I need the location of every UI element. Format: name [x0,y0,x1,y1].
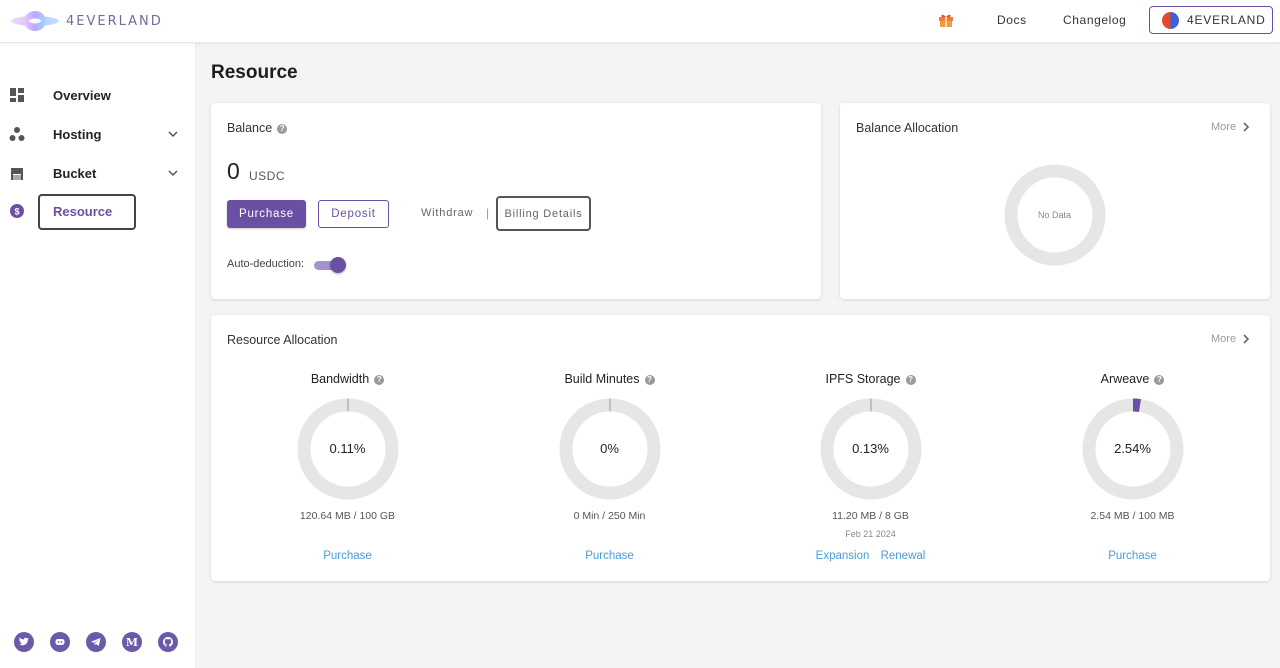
resource-name: Build Minutes [564,372,640,386]
purchase-link[interactable]: Purchase [323,550,372,562]
sidebar-item-bucket[interactable]: Bucket [0,157,196,189]
usage-donut [297,398,399,500]
help-icon[interactable]: ? [905,374,916,385]
usage-donut [1082,398,1184,500]
usage-text: 11.20 MB / 8 GB [832,510,909,522]
balance-allocation-card: Balance Allocation More No Data [840,103,1270,299]
dashboard-icon [10,88,24,102]
sidebar-item-label: Bucket [53,165,97,181]
balance-allocation-title: Balance Allocation [856,121,959,135]
more-link[interactable]: More [1211,121,1250,133]
usage-text: 120.64 MB / 100 GB [299,510,396,522]
github-icon[interactable] [158,632,178,652]
resource-arweave: Arweave? 2.54% 2.54 MB / 100 MB Purchase [1002,315,1263,581]
expiry-date: Feb 21 2024 [845,529,896,539]
balance-title-text: Balance [227,121,273,135]
resource-name: IPFS Storage [825,372,901,386]
resource-title: Build Minutes? [479,372,740,386]
help-icon[interactable]: ? [644,374,655,385]
sidebar-item-resource[interactable]: $ Resource [0,195,196,227]
donut-fill [1082,398,1184,500]
changelog-link[interactable]: Changelog [1063,13,1127,27]
purchase-link[interactable]: Purchase [1108,550,1157,562]
deposit-button[interactable]: Deposit [318,200,389,228]
sidebar-item-overview[interactable]: Overview [0,79,196,111]
hosting-icon [9,127,25,141]
chevron-down-icon [168,170,178,177]
help-icon[interactable]: ? [1154,374,1165,385]
resource-build-minutes: Build Minutes? 0% 0 Min / 250 Min Purcha… [479,315,740,581]
avatar [1162,11,1179,29]
account-label: 4EVERLAND [1187,13,1266,27]
sidebar-item-label: Overview [53,87,111,103]
usage-percent: 0% [600,441,619,456]
divider: | [486,206,490,220]
logo-text: 4EVERLAND [66,13,163,29]
resource-title: Bandwidth? [217,372,478,386]
balance-allocation-donut [1004,164,1106,266]
top-bar: 4EVERLAND Docs Changelog 4EVERLAND [0,0,1280,43]
help-icon[interactable]: ? [277,123,288,134]
resource-ipfs-storage: IPFS Storage? 0.13% 11.20 MB / 8 GB Feb … [740,315,1001,581]
auto-deduction-label: Auto-deduction: [227,258,305,270]
balance-card: Balance? 0 USDC Purchase Deposit Withdra… [211,103,821,299]
resource-allocation-card: Resource Allocation More Bandwidth? 0.11… [211,315,1270,581]
sidebar-item-hosting[interactable]: Hosting [0,118,196,150]
chevron-right-icon [1243,334,1250,344]
social-links: M [14,632,178,652]
medium-icon[interactable]: M [122,632,142,652]
usage-donut [559,398,661,500]
bucket-icon [11,168,23,180]
resource-title: IPFS Storage? [740,372,1001,386]
purchase-link[interactable]: Purchase [585,550,634,562]
dollar-icon: $ [10,204,24,218]
toggle-knob [330,257,346,273]
resource-title: Arweave? [1002,372,1263,386]
expansion-link[interactable]: Expansion [815,550,870,562]
usage-percent: 2.54% [1114,441,1151,456]
resource-name: Bandwidth [310,372,370,386]
purchase-button[interactable]: Purchase [227,200,306,228]
help-icon[interactable]: ? [374,374,385,385]
logo[interactable]: 4EVERLAND [10,7,163,35]
chevron-down-icon [168,131,178,138]
resource-allocation-title: Resource Allocation [227,333,338,347]
chevron-right-icon [1243,122,1250,132]
auto-deduction-toggle[interactable] [314,256,346,274]
gift-icon[interactable] [938,12,954,28]
twitter-icon[interactable] [14,632,34,652]
sidebar: Overview Hosting Bucket $ Resource [0,43,196,668]
logo-icon [11,11,59,31]
svg-text:$: $ [14,207,19,217]
discord-icon[interactable] [50,632,70,652]
active-item-highlight [38,194,136,230]
renewal-link[interactable]: Renewal [880,550,926,562]
balance-title: Balance? [227,121,288,135]
sidebar-item-label: Resource [53,203,113,219]
withdraw-button[interactable]: Withdraw [421,207,474,219]
resource-bandwidth: Bandwidth? 0.11% 120.64 MB / 100 GB Purc… [217,315,478,581]
usage-text: 2.54 MB / 100 MB [1090,510,1175,522]
usage-percent: 0.11% [329,441,366,456]
toggle-track [314,261,342,270]
account-button[interactable]: 4EVERLAND [1149,6,1273,34]
balance-unit: USDC [249,169,286,183]
usage-donut [820,398,922,500]
no-data-label: No Data [1038,210,1072,220]
usage-percent: 0.13% [852,441,889,456]
more-label: More [1211,333,1237,345]
resource-name: Arweave [1100,372,1150,386]
telegram-icon[interactable] [86,632,106,652]
usage-text: 0 Min / 250 Min [573,510,646,522]
more-link[interactable]: More [1211,333,1250,345]
balance-value: 0 [227,158,240,184]
sidebar-item-label: Hosting [53,126,102,142]
more-label: More [1211,121,1237,133]
docs-link[interactable]: Docs [997,13,1027,27]
billing-details-button[interactable]: Billing Details [496,196,591,231]
page-title: Resource [211,62,298,83]
